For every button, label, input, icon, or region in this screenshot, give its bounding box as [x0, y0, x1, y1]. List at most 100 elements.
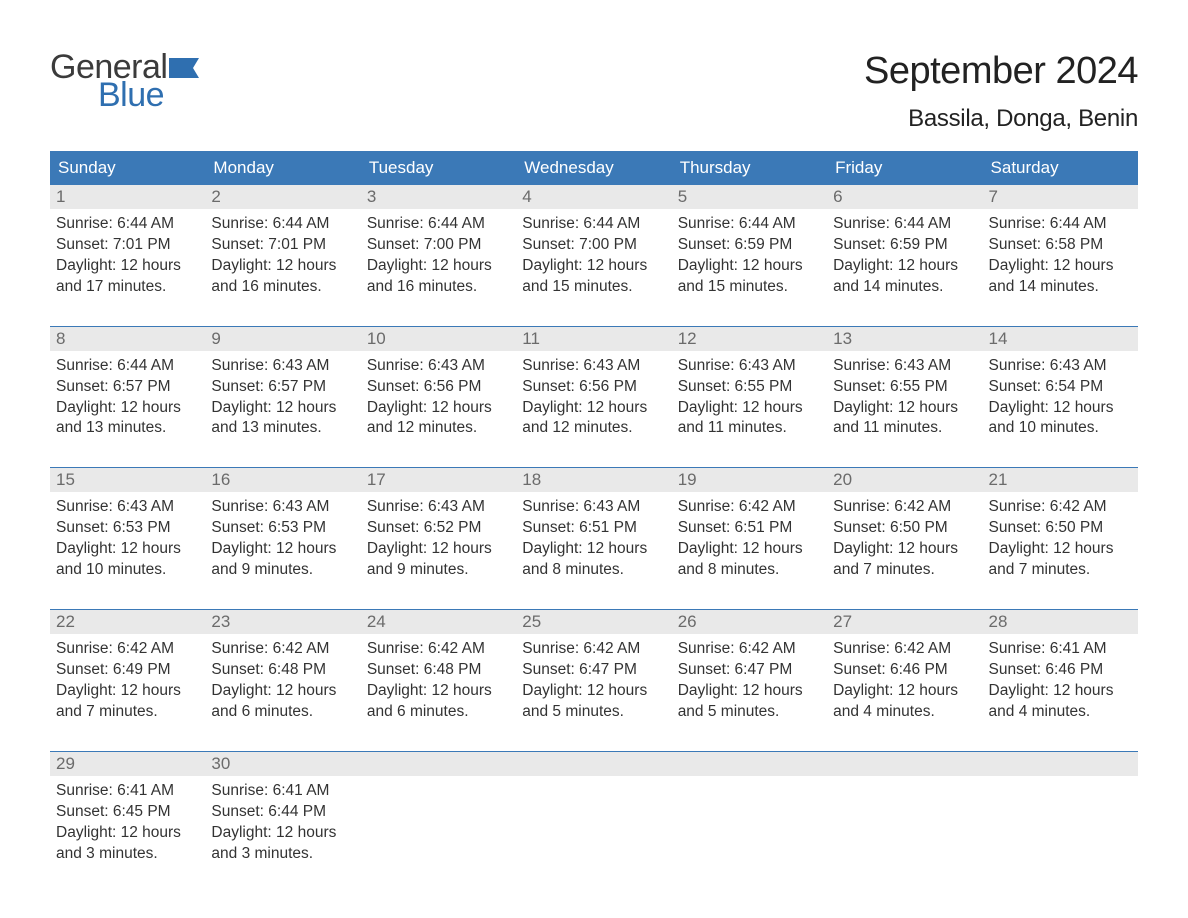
day-content-cell: Sunrise: 6:44 AMSunset: 7:01 PMDaylight:… [50, 209, 205, 326]
sunrise-text: Sunrise: 6:44 AM [211, 214, 354, 235]
day-content-cell: Sunrise: 6:43 AMSunset: 6:55 PMDaylight:… [827, 351, 982, 468]
sunset-text: Sunset: 6:59 PM [678, 235, 821, 256]
sunrise-text: Sunrise: 6:43 AM [367, 497, 510, 518]
sunrise-text: Sunrise: 6:41 AM [56, 781, 199, 802]
daylight-line1: Daylight: 12 hours [989, 539, 1132, 560]
daylight-line2: and 8 minutes. [678, 560, 821, 581]
day-number-cell: 2 [205, 185, 360, 209]
day-number-cell: 23 [205, 610, 360, 634]
day-content-cell: Sunrise: 6:43 AMSunset: 6:55 PMDaylight:… [672, 351, 827, 468]
daylight-line1: Daylight: 12 hours [522, 681, 665, 702]
sunset-text: Sunset: 6:50 PM [989, 518, 1132, 539]
sunset-text: Sunset: 6:56 PM [367, 377, 510, 398]
day-number-cell: 21 [983, 468, 1138, 492]
daylight-line1: Daylight: 12 hours [989, 256, 1132, 277]
day-content-cell: Sunrise: 6:43 AMSunset: 6:51 PMDaylight:… [516, 492, 671, 609]
daylight-line1: Daylight: 12 hours [989, 681, 1132, 702]
sunset-text: Sunset: 6:58 PM [989, 235, 1132, 256]
month-title: September 2024 [864, 50, 1138, 93]
day-number-row: 891011121314 [50, 327, 1138, 351]
day-content-cell: Sunrise: 6:44 AMSunset: 6:59 PMDaylight:… [827, 209, 982, 326]
dow-sunday: Sunday [50, 151, 205, 185]
sunrise-text: Sunrise: 6:43 AM [989, 356, 1132, 377]
day-number-cell: 25 [516, 610, 671, 634]
sunrise-text: Sunrise: 6:43 AM [56, 497, 199, 518]
day-number-cell: 24 [361, 610, 516, 634]
day-content-cell: Sunrise: 6:44 AMSunset: 7:00 PMDaylight:… [516, 209, 671, 326]
day-content-row: Sunrise: 6:43 AMSunset: 6:53 PMDaylight:… [50, 492, 1138, 609]
day-number-cell: 13 [827, 327, 982, 351]
sunset-text: Sunset: 6:50 PM [833, 518, 976, 539]
title-block: September 2024 Bassila, Donga, Benin [864, 50, 1138, 133]
day-content-cell: Sunrise: 6:41 AMSunset: 6:44 PMDaylight:… [205, 776, 360, 893]
day-number-cell: 5 [672, 185, 827, 209]
daylight-line2: and 14 minutes. [833, 277, 976, 298]
day-content-cell: Sunrise: 6:42 AMSunset: 6:46 PMDaylight:… [827, 634, 982, 751]
daylight-line1: Daylight: 12 hours [211, 823, 354, 844]
sunrise-text: Sunrise: 6:44 AM [56, 356, 199, 377]
day-content-cell: Sunrise: 6:43 AMSunset: 6:54 PMDaylight:… [983, 351, 1138, 468]
sunrise-text: Sunrise: 6:43 AM [211, 356, 354, 377]
daylight-line2: and 3 minutes. [211, 844, 354, 865]
sunrise-text: Sunrise: 6:44 AM [833, 214, 976, 235]
daylight-line2: and 4 minutes. [833, 702, 976, 723]
day-number-cell: 27 [827, 610, 982, 634]
day-content-cell: Sunrise: 6:42 AMSunset: 6:47 PMDaylight:… [672, 634, 827, 751]
day-number-cell [983, 752, 1138, 776]
sunset-text: Sunset: 7:01 PM [56, 235, 199, 256]
sunset-text: Sunset: 6:55 PM [678, 377, 821, 398]
daylight-line1: Daylight: 12 hours [678, 539, 821, 560]
sunrise-text: Sunrise: 6:44 AM [989, 214, 1132, 235]
daylight-line2: and 15 minutes. [522, 277, 665, 298]
day-content-cell: Sunrise: 6:43 AMSunset: 6:52 PMDaylight:… [361, 492, 516, 609]
day-number-row: 1234567 [50, 185, 1138, 209]
day-content-cell: Sunrise: 6:41 AMSunset: 6:45 PMDaylight:… [50, 776, 205, 893]
day-number-row: 2930 [50, 752, 1138, 776]
daylight-line2: and 16 minutes. [211, 277, 354, 298]
daylight-line1: Daylight: 12 hours [678, 398, 821, 419]
day-content-cell: Sunrise: 6:43 AMSunset: 6:56 PMDaylight:… [516, 351, 671, 468]
dow-tuesday: Tuesday [361, 151, 516, 185]
day-content-cell: Sunrise: 6:42 AMSunset: 6:50 PMDaylight:… [983, 492, 1138, 609]
sunrise-text: Sunrise: 6:44 AM [522, 214, 665, 235]
day-number-cell: 22 [50, 610, 205, 634]
sunrise-text: Sunrise: 6:43 AM [522, 497, 665, 518]
daylight-line2: and 17 minutes. [56, 277, 199, 298]
day-content-cell [983, 776, 1138, 893]
sunset-text: Sunset: 6:45 PM [56, 802, 199, 823]
sunrise-text: Sunrise: 6:42 AM [833, 639, 976, 660]
daylight-line1: Daylight: 12 hours [56, 398, 199, 419]
sunrise-text: Sunrise: 6:42 AM [678, 497, 821, 518]
dow-friday: Friday [827, 151, 982, 185]
day-content-cell: Sunrise: 6:42 AMSunset: 6:47 PMDaylight:… [516, 634, 671, 751]
daylight-line1: Daylight: 12 hours [833, 681, 976, 702]
daylight-line1: Daylight: 12 hours [56, 823, 199, 844]
sunrise-text: Sunrise: 6:41 AM [989, 639, 1132, 660]
day-content-cell: Sunrise: 6:41 AMSunset: 6:46 PMDaylight:… [983, 634, 1138, 751]
day-number-cell: 4 [516, 185, 671, 209]
sunrise-text: Sunrise: 6:44 AM [678, 214, 821, 235]
daylight-line2: and 9 minutes. [211, 560, 354, 581]
brand-blue-text: Blue [98, 78, 199, 112]
sunset-text: Sunset: 6:48 PM [211, 660, 354, 681]
daylight-line1: Daylight: 12 hours [367, 681, 510, 702]
calendar-table: Sunday Monday Tuesday Wednesday Thursday… [50, 151, 1138, 892]
daylight-line1: Daylight: 12 hours [522, 256, 665, 277]
sunset-text: Sunset: 6:47 PM [678, 660, 821, 681]
sunset-text: Sunset: 7:00 PM [522, 235, 665, 256]
day-content-row: Sunrise: 6:44 AM Sunset: 7:01 PM Daylight:… [50, 209, 1138, 326]
day-number-cell: 30 [205, 752, 360, 776]
dow-wednesday: Wednesday [516, 151, 671, 185]
sunset-text: Sunset: 6:46 PM [833, 660, 976, 681]
day-content-cell [827, 776, 982, 893]
sunrise-text: Sunrise: 6:42 AM [56, 639, 199, 660]
sunset-text: Sunset: 6:51 PM [678, 518, 821, 539]
daylight-line2: and 13 minutes. [56, 418, 199, 439]
daylight-line1: Daylight: 12 hours [367, 256, 510, 277]
daylight-line1: Daylight: 12 hours [833, 256, 976, 277]
sunset-text: Sunset: 6:56 PM [522, 377, 665, 398]
day-number-cell: 9 [205, 327, 360, 351]
sunset-text: Sunset: 6:51 PM [522, 518, 665, 539]
sunrise-text: Sunrise: 6:43 AM [833, 356, 976, 377]
dow-monday: Monday [205, 151, 360, 185]
